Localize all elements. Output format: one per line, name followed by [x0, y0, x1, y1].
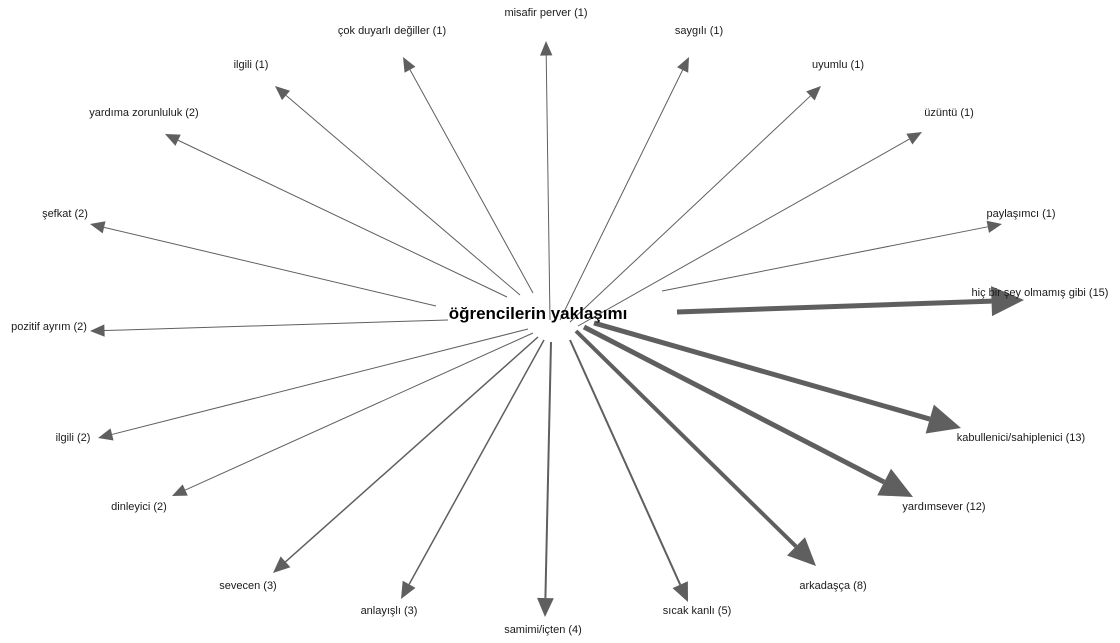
edge-15 [90, 319, 449, 337]
edge-line [544, 341, 552, 599]
edge-line [574, 329, 798, 548]
node-label: kabullenici/sahiplenici (13) [957, 432, 1085, 444]
arrowhead-icon [98, 428, 114, 441]
arrowhead-icon [991, 286, 1024, 317]
node-label: samimi/içten (4) [504, 624, 582, 636]
node-label: yardıma zorunluluk (2) [89, 107, 198, 119]
edge-line [104, 319, 449, 332]
edge-3 [577, 132, 922, 327]
arrowhead-icon [172, 484, 188, 496]
edge-9 [569, 339, 688, 602]
node-label: saygılı (1) [675, 25, 723, 37]
edge-line [185, 332, 534, 491]
edge-line [285, 95, 521, 296]
node-label: ilgili (1) [234, 59, 269, 71]
node-label: anlayışlı (3) [361, 605, 418, 617]
arrowhead-icon [806, 86, 821, 101]
node-label: çok duyarlı değiller (1) [338, 25, 446, 37]
edge-5 [676, 286, 1024, 317]
node-label: yardımsever (12) [902, 501, 985, 513]
edge-line [409, 69, 534, 294]
node-label: ilgili (2) [56, 432, 91, 444]
edge-2 [569, 86, 821, 323]
edge-4 [661, 220, 1002, 292]
edge-14 [98, 328, 529, 441]
arrowhead-icon [986, 220, 1002, 233]
edge-line [111, 328, 529, 435]
edge-line [593, 320, 931, 422]
edge-line [177, 139, 508, 298]
arrowhead-icon [877, 468, 913, 497]
edge-13 [172, 332, 534, 496]
edge-line [582, 324, 886, 485]
arrowhead-icon [275, 86, 291, 101]
arrowhead-icon [273, 556, 291, 573]
node-label: hiç bir şey olmamış gibi (15) [972, 287, 1109, 299]
arrowhead-icon [672, 581, 688, 602]
edge-line [569, 339, 682, 586]
edge-line [676, 298, 992, 315]
arrowhead-icon [540, 41, 553, 56]
edge-18 [275, 86, 521, 296]
arrowhead-icon [677, 57, 689, 73]
edge-16 [90, 221, 437, 307]
node-label: pozitif ayrım (2) [11, 321, 87, 333]
node-label: üzüntü (1) [924, 107, 974, 119]
node-label: dinleyici (2) [111, 501, 167, 513]
edge-line [285, 336, 539, 563]
edge-line [661, 226, 988, 292]
edge-11 [401, 339, 545, 599]
edge-line [408, 339, 545, 585]
edge-12 [273, 336, 539, 573]
arrowhead-icon [90, 324, 105, 337]
edge-layer [90, 41, 1024, 617]
arrowhead-icon [906, 132, 922, 145]
edge-1 [559, 57, 689, 321]
edge-17 [165, 134, 508, 298]
center-node-label: öğrencilerin yaklaşımı [449, 304, 628, 323]
edge-6 [593, 320, 961, 434]
arrowhead-icon [90, 221, 106, 234]
edge-line [569, 95, 811, 323]
node-label: uyumlu (1) [812, 59, 864, 71]
arrowhead-icon [925, 404, 961, 434]
edge-line [545, 55, 551, 321]
edge-line [103, 226, 437, 307]
node-label: arkadaşça (8) [799, 580, 866, 592]
edge-line [577, 138, 910, 327]
arrowhead-icon [165, 134, 181, 146]
arrowhead-icon [403, 57, 416, 73]
node-label: sıcak kanlı (5) [663, 605, 731, 617]
node-label: sevecen (3) [219, 580, 276, 592]
edge-line [559, 69, 684, 321]
edge-10 [537, 341, 554, 617]
node-label: şefkat (2) [42, 208, 88, 220]
arrowhead-icon [537, 597, 554, 617]
edge-8 [574, 329, 816, 566]
edge-19 [403, 57, 534, 294]
edge-0 [540, 41, 553, 321]
label-layer: misafir perver (1) saygılı (1) uyumlu (1) ü… [11, 7, 1108, 636]
arrowhead-icon [787, 537, 816, 566]
arrowhead-icon [401, 580, 416, 599]
edge-7 [582, 324, 913, 497]
node-label: misafir perver (1) [504, 7, 587, 19]
node-label: paylaşımcı (1) [986, 208, 1055, 220]
